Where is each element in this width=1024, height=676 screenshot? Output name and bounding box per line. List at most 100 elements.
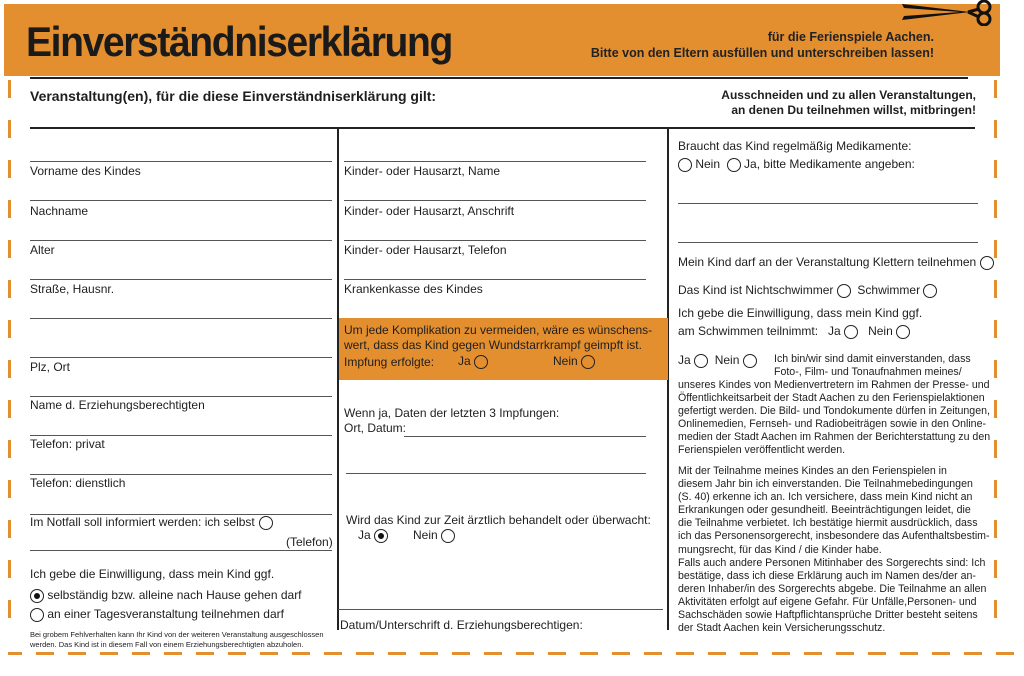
cut-dash <box>164 652 182 655</box>
column-divider <box>667 127 669 630</box>
impfung-ja[interactable]: Ja <box>458 354 489 369</box>
cut-dash <box>484 652 502 655</box>
radio[interactable] <box>581 354 596 369</box>
cut-dash <box>772 652 790 655</box>
text-line: Öffentlichkeitsarbeit der Stadt Aachen z… <box>678 392 985 405</box>
radio[interactable] <box>844 324 859 339</box>
input-line[interactable] <box>30 240 332 241</box>
input-line[interactable] <box>30 474 332 475</box>
cut-dash <box>994 240 997 258</box>
cut-dash <box>994 600 997 618</box>
option-label: selbständig bzw. alleine nach Hause gehe… <box>47 588 302 602</box>
field-label: Telefon: privat <box>30 437 105 451</box>
option-label: an einer Tagesveranstaltung teilnehmen d… <box>47 607 284 621</box>
medication-input-line[interactable] <box>678 203 978 204</box>
nein-label: Nein <box>695 157 721 171</box>
option-day-event[interactable]: an einer Tagesveranstaltung teilnehmen d… <box>30 607 284 622</box>
radio[interactable] <box>836 283 851 298</box>
medication-options[interactable]: Nein Ja, bitte Medikamente angeben: <box>678 157 915 172</box>
radio[interactable] <box>30 607 44 622</box>
cut-dash <box>8 480 11 498</box>
cut-dash <box>994 400 997 418</box>
field-label: Im Notfall soll informiert werden: ich s… <box>30 515 273 530</box>
media-consent-options[interactable]: Ja Nein <box>678 353 757 368</box>
cut-dash <box>356 652 374 655</box>
radio[interactable] <box>896 324 911 339</box>
tetanus-text-1: Um jede Komplikation zu vermeiden, wäre … <box>344 323 653 337</box>
text-line: Ferienspielen veröffentlicht werden. <box>678 444 846 457</box>
input-line[interactable] <box>344 200 646 201</box>
radio[interactable] <box>694 353 709 368</box>
input-line[interactable] <box>30 550 332 551</box>
field-label: Krankenkasse des Kindes <box>344 282 483 296</box>
input-line[interactable] <box>344 240 646 241</box>
cut-dash <box>8 80 11 98</box>
cut-dash <box>8 440 11 458</box>
radio-selected[interactable] <box>30 588 44 603</box>
cut-dash <box>452 652 470 655</box>
cut-dash <box>740 652 758 655</box>
cut-dash <box>932 652 950 655</box>
signature-label: Datum/Unterschrift d. Erziehungsberechti… <box>340 618 583 632</box>
input-line[interactable] <box>30 161 332 162</box>
input-line[interactable] <box>344 279 646 280</box>
input-line[interactable] <box>30 279 332 280</box>
nein-label: Nein <box>413 528 438 542</box>
radio[interactable] <box>441 528 456 543</box>
radio[interactable] <box>726 157 741 172</box>
option-home-alone[interactable]: selbständig bzw. alleine nach Hause gehe… <box>30 588 302 603</box>
radio[interactable] <box>742 353 757 368</box>
field-label: Straße, Hausnr. <box>30 282 115 296</box>
cut-dash <box>580 652 598 655</box>
column-divider <box>337 127 339 630</box>
input-line[interactable] <box>30 396 332 397</box>
treatment-ja[interactable]: Ja <box>358 528 389 543</box>
cut-dash <box>994 120 997 138</box>
radio[interactable] <box>258 515 273 530</box>
text-line: medien der Stadt Aachen im Rahmen der Be… <box>678 431 991 444</box>
impfung-nein[interactable]: Nein <box>553 354 596 369</box>
cut-dash <box>994 560 997 578</box>
impfung-label: Impfung erfolgte: <box>344 355 435 369</box>
field-label: Kinder- oder Hausarzt, Anschrift <box>344 204 515 218</box>
event-label: Veranstaltung(en), für die diese Einvers… <box>30 88 437 104</box>
nein-label: Nein <box>714 353 740 367</box>
field-label: Telefon: dienstlich <box>30 476 126 490</box>
radio[interactable] <box>979 255 994 270</box>
tetanus-box <box>339 318 668 380</box>
note-line-2: werden. Das Kind ist in diesem Fall von … <box>30 640 304 649</box>
treatment-nein[interactable]: Nein <box>413 528 456 543</box>
input-line[interactable] <box>30 357 332 358</box>
medication-input-line[interactable] <box>678 242 978 243</box>
event-note-1: Ausschneiden und zu allen Veranstaltunge… <box>721 88 976 102</box>
radio-selected[interactable] <box>374 528 389 543</box>
input-line[interactable] <box>30 200 332 201</box>
input-line[interactable] <box>30 514 332 515</box>
input-line[interactable] <box>30 435 332 436</box>
signature-line[interactable] <box>338 609 663 610</box>
treatment-label: Wird das Kind zur Zeit ärztlich behandel… <box>346 513 651 527</box>
swim-status[interactable]: Das Kind ist Nichtschwimmer Schwimmer <box>678 283 938 298</box>
input-line[interactable] <box>30 318 332 319</box>
cut-dash <box>388 652 406 655</box>
cut-dash <box>994 520 997 538</box>
radio[interactable] <box>678 157 692 172</box>
header-subtitle: für die Ferienspiele Aachen. <box>767 30 934 44</box>
climbing-option[interactable]: Mein Kind darf an der Veranstaltung Klet… <box>678 255 994 270</box>
cut-dash <box>964 652 982 655</box>
telefon-label: (Telefon) <box>286 535 333 549</box>
header-instruction: Bitte von den Eltern ausfüllen und unter… <box>590 46 934 60</box>
vaccination-input-line[interactable] <box>346 473 646 474</box>
cut-dash <box>8 240 11 258</box>
swim-consent[interactable]: am Schwimmen teilnimmt: Ja Nein <box>678 324 911 339</box>
event-input-line[interactable] <box>30 127 975 129</box>
vaccination-input-line[interactable] <box>404 436 646 437</box>
nonswimmer-label: Das Kind ist Nichtschwimmer <box>678 283 834 297</box>
cut-dash <box>8 200 11 218</box>
input-line[interactable] <box>344 161 646 162</box>
radio[interactable] <box>923 283 938 298</box>
radio[interactable] <box>474 354 489 369</box>
text-line: unseres Kindes von Medienvertretern im R… <box>678 379 990 391</box>
field-label: Kinder- oder Hausarzt, Name <box>344 164 501 178</box>
cut-dash <box>36 652 54 655</box>
